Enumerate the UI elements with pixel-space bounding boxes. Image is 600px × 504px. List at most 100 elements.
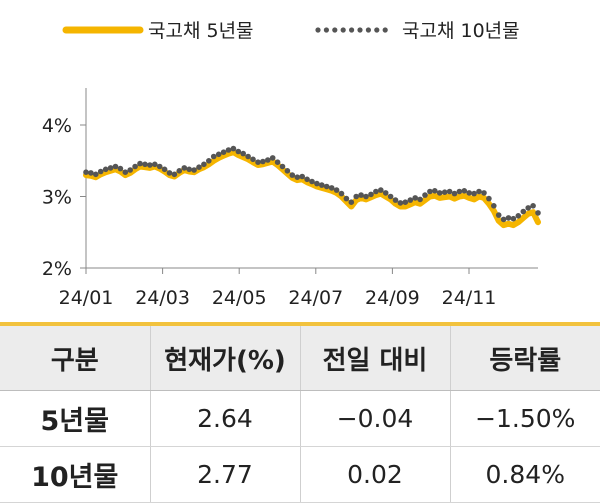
data-point <box>510 215 517 222</box>
yield-table: 구분 현재가(%) 전일 대비 등락률 5년물 2.64 −0.04 −1.50… <box>0 326 600 503</box>
header-category: 구분 <box>0 326 151 391</box>
data-point <box>240 150 246 157</box>
data-point <box>215 151 222 158</box>
data-point <box>491 203 497 209</box>
data-point <box>407 197 414 203</box>
data-point <box>289 172 296 178</box>
cell-current-price: 2.77 <box>150 446 301 503</box>
x-tick-label: 24/11 <box>442 287 497 309</box>
data-point <box>309 178 315 185</box>
data-point <box>265 157 271 163</box>
data-point <box>358 192 364 198</box>
data-point <box>471 190 477 197</box>
data-point <box>294 174 301 180</box>
data-point <box>137 160 143 167</box>
data-point <box>378 187 384 193</box>
data-point <box>225 147 232 153</box>
data-point <box>235 148 242 155</box>
header-change-rate: 등락률 <box>450 326 600 391</box>
data-point <box>535 210 541 216</box>
x-tick-label: 24/03 <box>135 287 190 309</box>
data-point <box>500 216 507 223</box>
table-row: 5년물 2.64 −0.04 −1.50% <box>0 390 600 447</box>
x-tick-label: 24/09 <box>365 287 420 309</box>
data-point <box>142 161 148 168</box>
legend-dot <box>382 27 388 33</box>
x-tick-label: 24/05 <box>212 287 267 309</box>
legend-dot <box>357 27 363 33</box>
table-top-rule <box>0 322 600 326</box>
legend-swatch-10y <box>315 27 388 33</box>
data-point <box>422 192 428 198</box>
data-point <box>181 165 188 171</box>
legend-dot <box>323 27 329 33</box>
data-point <box>387 193 394 200</box>
data-point <box>505 215 512 221</box>
yield-table-section: 구분 현재가(%) 전일 대비 등락률 5년물 2.64 −0.04 −1.50… <box>0 322 600 503</box>
y-tick-label: 2% <box>42 258 72 280</box>
cell-change: −0.04 <box>300 390 451 447</box>
legend-dot <box>374 27 380 33</box>
data-point <box>520 208 527 215</box>
data-point <box>328 185 335 191</box>
cell-change: 0.02 <box>300 446 451 503</box>
data-point <box>107 165 114 171</box>
data-point <box>269 155 276 161</box>
data-point <box>166 170 173 176</box>
data-point <box>446 188 453 195</box>
data-point <box>122 169 129 175</box>
data-point <box>171 171 178 178</box>
data-point <box>451 190 458 197</box>
data-point <box>299 173 306 180</box>
data-point <box>456 188 463 195</box>
data-point <box>373 188 379 195</box>
data-point <box>525 205 531 211</box>
data-point <box>348 199 355 205</box>
series-dots-10y <box>83 145 541 223</box>
data-point <box>427 188 433 195</box>
data-point <box>132 163 138 170</box>
data-point <box>392 197 399 203</box>
data-point <box>441 189 448 195</box>
data-point <box>176 168 183 174</box>
data-point <box>333 187 340 193</box>
data-point <box>466 190 473 196</box>
data-point <box>250 156 256 163</box>
data-point <box>343 195 350 202</box>
data-point <box>486 195 492 202</box>
data-point <box>279 163 286 170</box>
data-point <box>117 165 124 172</box>
data-point <box>161 166 168 173</box>
table-header-row: 구분 현재가(%) 전일 대비 등락률 <box>0 326 600 391</box>
legend-dot <box>332 27 338 33</box>
x-tick-label: 24/07 <box>288 287 343 309</box>
y-tick-label: 4% <box>42 115 72 137</box>
bond-yield-chart: 국고채 5년물 국고채 10년물 2%3%4% 24/01 24/03 24/05 2… <box>42 20 541 309</box>
data-point <box>260 158 266 165</box>
legend-dot <box>340 27 346 33</box>
data-point <box>191 167 197 173</box>
data-point <box>412 195 419 201</box>
data-point <box>245 153 251 160</box>
data-point <box>206 158 212 164</box>
data-point <box>515 213 522 219</box>
data-point <box>83 169 89 175</box>
plot-area <box>83 145 541 229</box>
data-point <box>156 163 163 170</box>
data-point <box>397 200 404 206</box>
header-current-price: 현재가(%) <box>150 326 301 391</box>
data-point <box>196 164 202 170</box>
data-point <box>284 168 291 174</box>
data-point <box>127 167 133 173</box>
data-point <box>436 190 443 196</box>
data-point <box>402 199 409 205</box>
data-point <box>382 190 389 196</box>
data-point <box>201 161 207 168</box>
x-ticks: 24/01 24/03 24/05 24/07 24/09 24/11 <box>59 268 497 309</box>
data-point <box>147 162 153 168</box>
data-point <box>102 166 109 173</box>
row-label: 5년물 <box>0 390 151 447</box>
data-point <box>304 176 310 183</box>
data-point <box>88 170 94 176</box>
row-label: 10년물 <box>0 446 151 503</box>
